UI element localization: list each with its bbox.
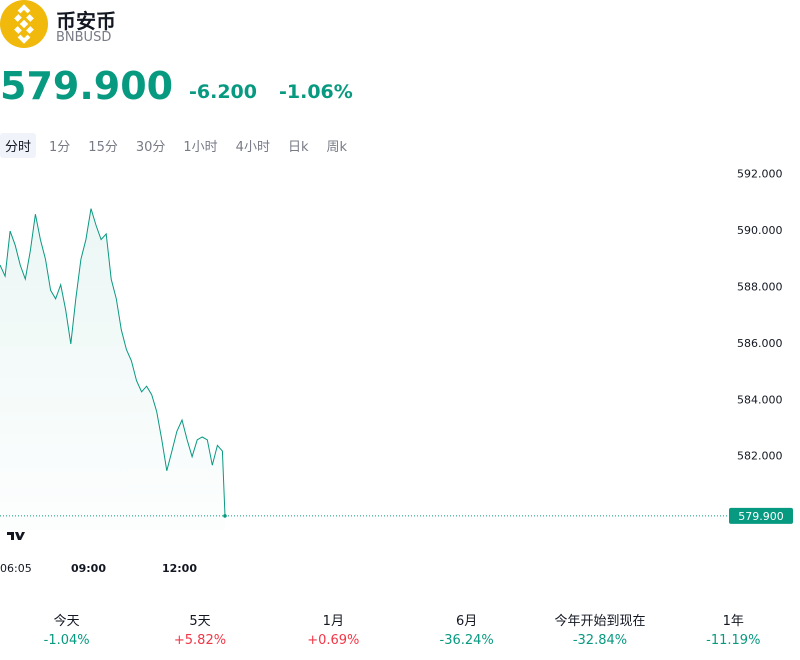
tab[interactable]: 1小时 <box>183 140 218 155</box>
period: 1月 <box>322 614 344 629</box>
period-change: +0.69% <box>307 633 360 648</box>
period-change: -11.19% <box>706 633 761 648</box>
period-change: -1.04% <box>43 633 90 648</box>
y-tick-label: 592.000 <box>737 168 783 181</box>
y-tick-label: 586.000 <box>737 337 783 350</box>
change: -6.200 <box>189 81 257 103</box>
chart: 582.000 584.000 586.000 588.000 590.000 592.0… <box>0 168 793 575</box>
period-change: +5.82% <box>173 633 227 648</box>
period: 5天 <box>189 614 211 629</box>
y-tick-label: 588.000 <box>737 281 783 294</box>
performance-cell: 5天 +5.82% <box>133 610 266 648</box>
x-tick-label: 12:00 <box>162 562 197 575</box>
last-price-box <box>729 507 793 524</box>
symbol: BNBUSD <box>56 30 112 45</box>
tab[interactable]: 周k <box>326 140 348 155</box>
performance-cell: 1月 +0.69% <box>267 610 400 648</box>
performance-cell: 6月 -36.24% <box>400 610 533 648</box>
change-percent: -1.06% <box>279 81 353 103</box>
last-price-label: 579.900 <box>738 510 784 523</box>
tab[interactable]: 1分 <box>49 140 71 155</box>
tab[interactable]: 4小时 <box>235 140 270 155</box>
y-tick-label: 590.000 <box>737 224 783 237</box>
period: 1年 <box>722 614 744 629</box>
tabs: 分时 1分 15分 30分 1小时 4小时 日k 周k <box>0 133 360 158</box>
price: 579.900 <box>0 64 174 108</box>
logo <box>0 0 48 48</box>
y-tick-label: 584.000 <box>737 393 783 406</box>
price-line <box>0 208 226 516</box>
tab[interactable]: 15分 <box>88 140 118 155</box>
period: 今年开始到现在 <box>554 614 646 629</box>
period: 今天 <box>53 614 80 629</box>
performance-cell: 1年 -11.19% <box>667 610 800 648</box>
y-tick-label: 582.000 <box>737 450 783 463</box>
last-point <box>223 514 227 518</box>
performance: 今天 -1.04% 5天 +5.82% 1月 +0.69% 6月 -36.24% 今年开始到现在… <box>0 610 800 648</box>
performance-cell: 今年开始到现在 -32.84% <box>533 610 666 648</box>
period: 6月 <box>456 614 478 629</box>
x-tick-label: 09:00 <box>71 562 106 575</box>
period-change: -32.84% <box>572 633 628 648</box>
tab[interactable]: 日k <box>287 140 309 155</box>
period-change: -36.24% <box>439 633 494 648</box>
area <box>0 208 225 530</box>
x-tick-label: 06:05 <box>0 562 32 575</box>
title: 币安币 <box>56 9 116 33</box>
performance-cell: 今天 -1.04% <box>0 610 133 648</box>
tab[interactable]: 分时 <box>0 133 37 158</box>
tab[interactable]: 30分 <box>135 140 166 155</box>
